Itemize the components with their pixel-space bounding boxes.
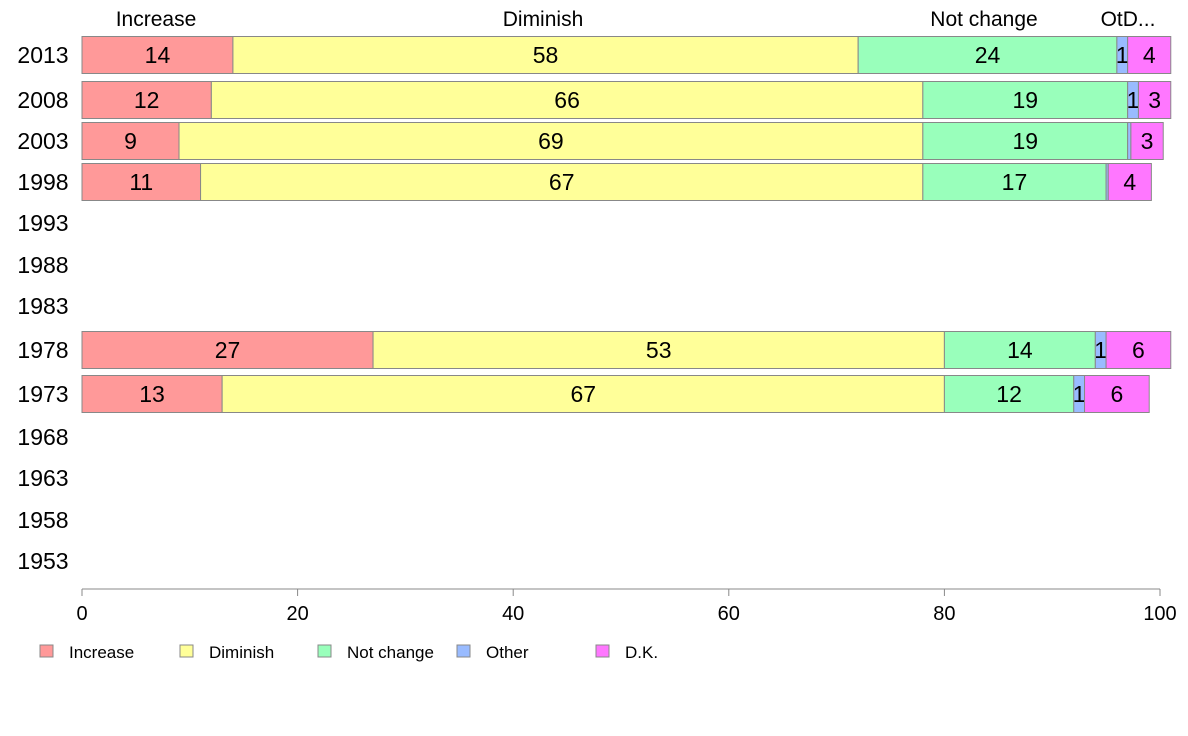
legend-swatch-d-k- — [595, 644, 610, 658]
legend-label-not-change: Not change — [347, 643, 434, 662]
bar-2013-d-k- — [1127, 36, 1172, 74]
year-label-1983: 1983 — [17, 293, 68, 319]
data-label-1978-2: 14 — [1007, 337, 1033, 363]
bar-2013-not-change — [857, 36, 1118, 74]
bar-1973-d-k- — [1084, 375, 1150, 413]
data-label-2008-2: 19 — [1012, 87, 1038, 113]
data-label-2003-0: 9 — [124, 128, 137, 154]
year-label-1963: 1963 — [17, 465, 68, 491]
bar-2008-diminish — [210, 81, 924, 119]
data-label-1973-1: 67 — [570, 381, 596, 407]
bars-layer: 14 58 24 1 412 66 19 1 39 69 19 311 67 17 427 53 14 1 613 6… — [81, 36, 1172, 413]
x-tick-label-60: 60 — [718, 603, 740, 625]
data-label-1998-2: 17 — [1002, 169, 1028, 195]
bar-2003-increase — [81, 122, 180, 160]
bar-2008-increase — [81, 81, 212, 119]
year-label-1973: 1973 — [17, 381, 68, 407]
data-label-2008-3: 1 — [1127, 87, 1140, 113]
x-axis: 0 20 40 60 80 100 — [76, 588, 1177, 625]
legend-label-increase: Increase — [69, 643, 134, 662]
data-label-1978-4: 6 — [1132, 337, 1145, 363]
top-label-1: Diminish — [503, 8, 584, 31]
year-label-1968: 1968 — [17, 424, 68, 450]
legend-label-other: Other — [486, 643, 529, 662]
top-label-3: OtD... — [1101, 8, 1156, 31]
legend-label-d-k-: D.K. — [625, 643, 658, 662]
bar-1978-d-k- — [1105, 331, 1172, 369]
year-label-2003: 2003 — [17, 128, 68, 154]
data-label-2008-4: 3 — [1148, 87, 1161, 113]
data-label-2013-4: 4 — [1143, 42, 1156, 68]
data-label-1973-0: 13 — [139, 381, 165, 407]
year-label-1958: 1958 — [17, 507, 68, 533]
x-tick-label-80: 80 — [933, 603, 955, 625]
x-tick-label-40: 40 — [502, 603, 524, 625]
year-label-1993: 1993 — [17, 210, 68, 236]
bar-1973-increase — [81, 375, 223, 413]
data-label-1998-4: 4 — [1123, 169, 1136, 195]
bar-1998-d-k- — [1107, 163, 1152, 201]
bar-1973-not-change — [943, 375, 1075, 413]
top-label-0: Increase — [116, 8, 197, 31]
top-category-labels: Increase Diminish Not change OtD... — [116, 8, 1156, 31]
bar-1978-not-change — [943, 331, 1096, 369]
bar-2008-d-k- — [1137, 81, 1172, 119]
data-label-1998-0: 11 — [129, 169, 153, 195]
x-tick-label-100: 100 — [1143, 603, 1176, 625]
data-label-1978-1: 53 — [646, 337, 672, 363]
x-tick-label-20: 20 — [286, 603, 308, 625]
legend-swatch-diminish — [179, 644, 194, 658]
top-label-2: Not change — [930, 8, 1037, 31]
year-label-1988: 1988 — [17, 252, 68, 278]
legend: Increase Diminish Not change Other D.K. — [39, 643, 658, 662]
data-label-1978-3: 1 — [1094, 337, 1107, 363]
data-label-2013-2: 24 — [975, 42, 1001, 68]
data-label-2008-0: 12 — [134, 87, 160, 113]
legend-swatch-other — [456, 644, 471, 658]
bar-1998-increase — [81, 163, 202, 201]
bar-2008-not-change — [922, 81, 1129, 119]
data-label-1978-0: 27 — [215, 337, 241, 363]
x-tick-label-0: 0 — [76, 603, 87, 625]
year-axis-labels: 2013 2008 2003 1998 1993 1988 1983 1978 1973 1968… — [17, 42, 68, 574]
year-label-2013: 2013 — [17, 42, 68, 68]
data-label-2003-1: 69 — [538, 128, 564, 154]
data-label-1998-1: 67 — [549, 169, 575, 195]
data-label-2003-4: 3 — [1141, 128, 1154, 154]
data-label-1973-3: 1 — [1073, 381, 1086, 407]
bar-2013-diminish — [232, 36, 859, 74]
data-label-2003-2: 19 — [1012, 128, 1038, 154]
bar-2003-not-change — [922, 122, 1129, 160]
legend-swatch-not-change — [317, 644, 332, 658]
legend-swatch-increase — [39, 644, 54, 658]
year-label-1998: 1998 — [17, 169, 68, 195]
data-label-2013-1: 58 — [533, 42, 559, 68]
data-label-2008-1: 66 — [554, 87, 580, 113]
data-label-2013-0: 14 — [145, 42, 171, 68]
bar-2013-increase — [81, 36, 234, 74]
year-label-2008: 2008 — [17, 87, 68, 113]
bar-2003-d-k- — [1130, 122, 1164, 160]
data-label-2013-3: 1 — [1116, 42, 1129, 68]
legend-label-diminish: Diminish — [209, 643, 274, 662]
year-label-1978: 1978 — [17, 337, 68, 363]
year-label-1953: 1953 — [17, 548, 68, 574]
data-label-1973-2: 12 — [996, 381, 1022, 407]
bar-1978-diminish — [372, 331, 945, 369]
data-label-1973-4: 6 — [1110, 381, 1123, 407]
bar-1998-not-change — [922, 163, 1107, 201]
bar-1978-increase — [81, 331, 374, 369]
